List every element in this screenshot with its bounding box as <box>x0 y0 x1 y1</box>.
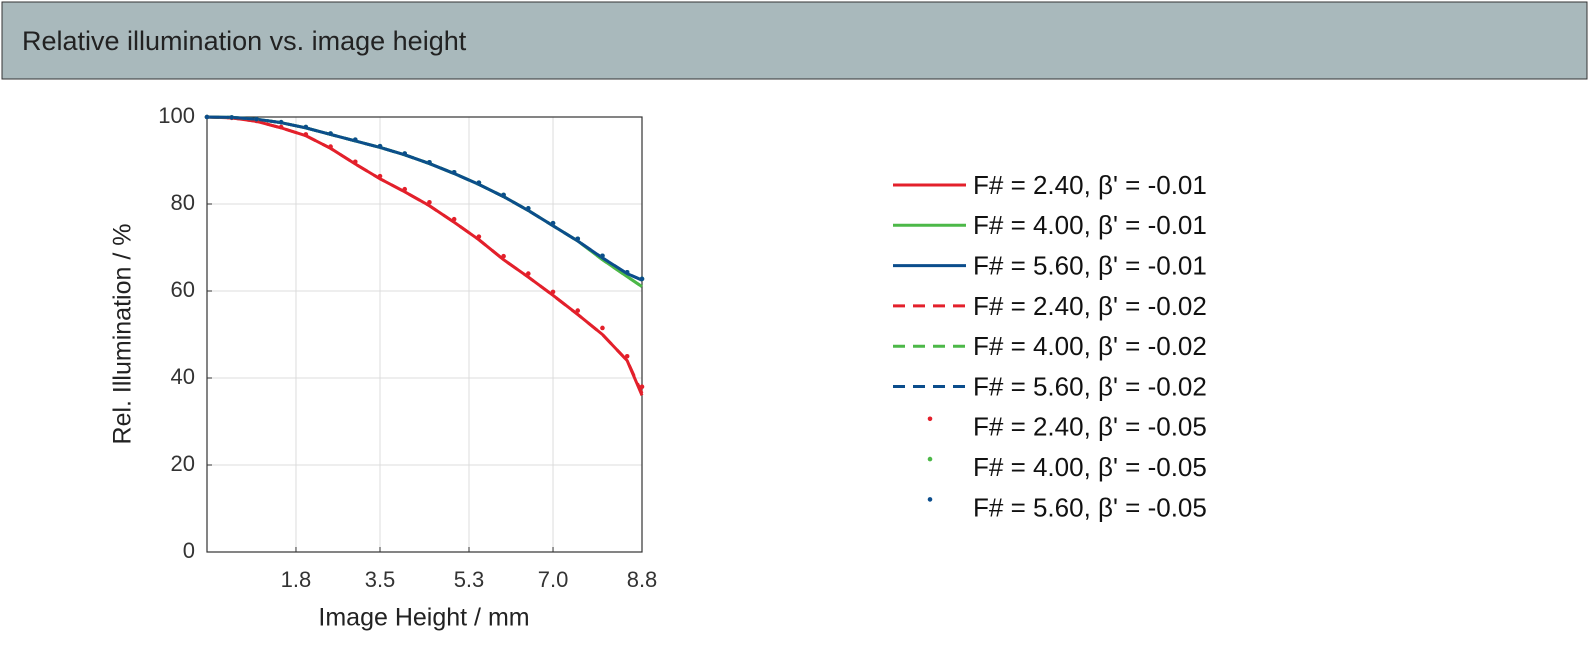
plot-frame <box>206 116 643 553</box>
data-point <box>254 116 259 122</box>
data-point <box>204 114 210 120</box>
x-tick-label: 8.8 <box>627 567 658 592</box>
data-point <box>624 353 630 359</box>
data-point <box>575 308 581 313</box>
data-point <box>600 325 605 331</box>
legend-label: F# = 5.60, β' = -0.05 <box>973 492 1207 522</box>
data-point <box>303 132 309 137</box>
y-tick-label: 40 <box>171 364 195 389</box>
series-line <box>206 115 644 396</box>
chart-title: Relative illumination vs. image height <box>22 26 467 56</box>
legend-label: F# = 4.00, β' = -0.01 <box>973 210 1207 240</box>
legend-symbol <box>927 416 933 422</box>
data-point <box>526 206 531 211</box>
data-point <box>377 173 383 179</box>
legend-label: F# = 2.40, β' = -0.02 <box>973 291 1207 321</box>
data-point <box>624 269 630 275</box>
data-point <box>476 180 482 185</box>
x-tick-label: 7.0 <box>538 567 569 592</box>
header-bar <box>1 1 1588 80</box>
data-point <box>402 151 408 156</box>
data-point <box>451 169 457 175</box>
data-point <box>303 124 309 130</box>
legend-label: F# = 4.00, β' = -0.05 <box>973 452 1207 482</box>
data-point <box>328 131 333 136</box>
data-point <box>639 384 645 390</box>
data-point <box>427 199 432 205</box>
series-line <box>206 115 643 282</box>
legend-label: F# = 5.60, β' = -0.01 <box>973 250 1207 280</box>
data-point <box>402 186 408 192</box>
data-point <box>501 253 506 259</box>
data-point <box>278 119 284 125</box>
legend-label: F# = 2.40, β' = -0.01 <box>973 170 1207 200</box>
data-point <box>575 236 581 242</box>
data-point <box>278 124 284 130</box>
data-point <box>377 143 383 149</box>
data-point <box>501 192 506 198</box>
data-point <box>600 253 605 259</box>
series-line <box>206 115 643 282</box>
x-tick-label: 5.3 <box>454 567 485 592</box>
data-point <box>352 137 358 142</box>
legend-symbol <box>927 497 933 502</box>
series-line <box>206 115 644 394</box>
y-tick-label: 80 <box>171 190 195 215</box>
x-tick-label: 3.5 <box>365 567 396 592</box>
x-tick-label: 1.8 <box>281 567 312 592</box>
legend-label: F# = 4.00, β' = -0.02 <box>973 331 1207 361</box>
legend-symbol <box>927 456 933 462</box>
data-point <box>451 216 457 222</box>
data-point <box>427 159 432 165</box>
y-axis-label: Rel. Illumination / % <box>109 224 137 445</box>
x-axis-label: Image Height / mm <box>318 604 529 632</box>
data-point <box>526 271 531 276</box>
y-tick-label: 0 <box>183 538 195 563</box>
data-point <box>328 144 333 149</box>
legend-label: F# = 5.60, β' = -0.02 <box>973 371 1207 401</box>
data-point <box>639 276 645 282</box>
data-point <box>229 115 235 120</box>
y-tick-label: 100 <box>158 103 195 128</box>
legend-label: F# = 2.40, β' = -0.05 <box>973 412 1207 442</box>
y-tick-label: 60 <box>171 277 195 302</box>
data-point <box>352 159 358 165</box>
data-point <box>550 289 556 295</box>
y-tick-label: 20 <box>171 451 195 476</box>
data-point <box>476 234 482 239</box>
data-point <box>550 220 556 226</box>
